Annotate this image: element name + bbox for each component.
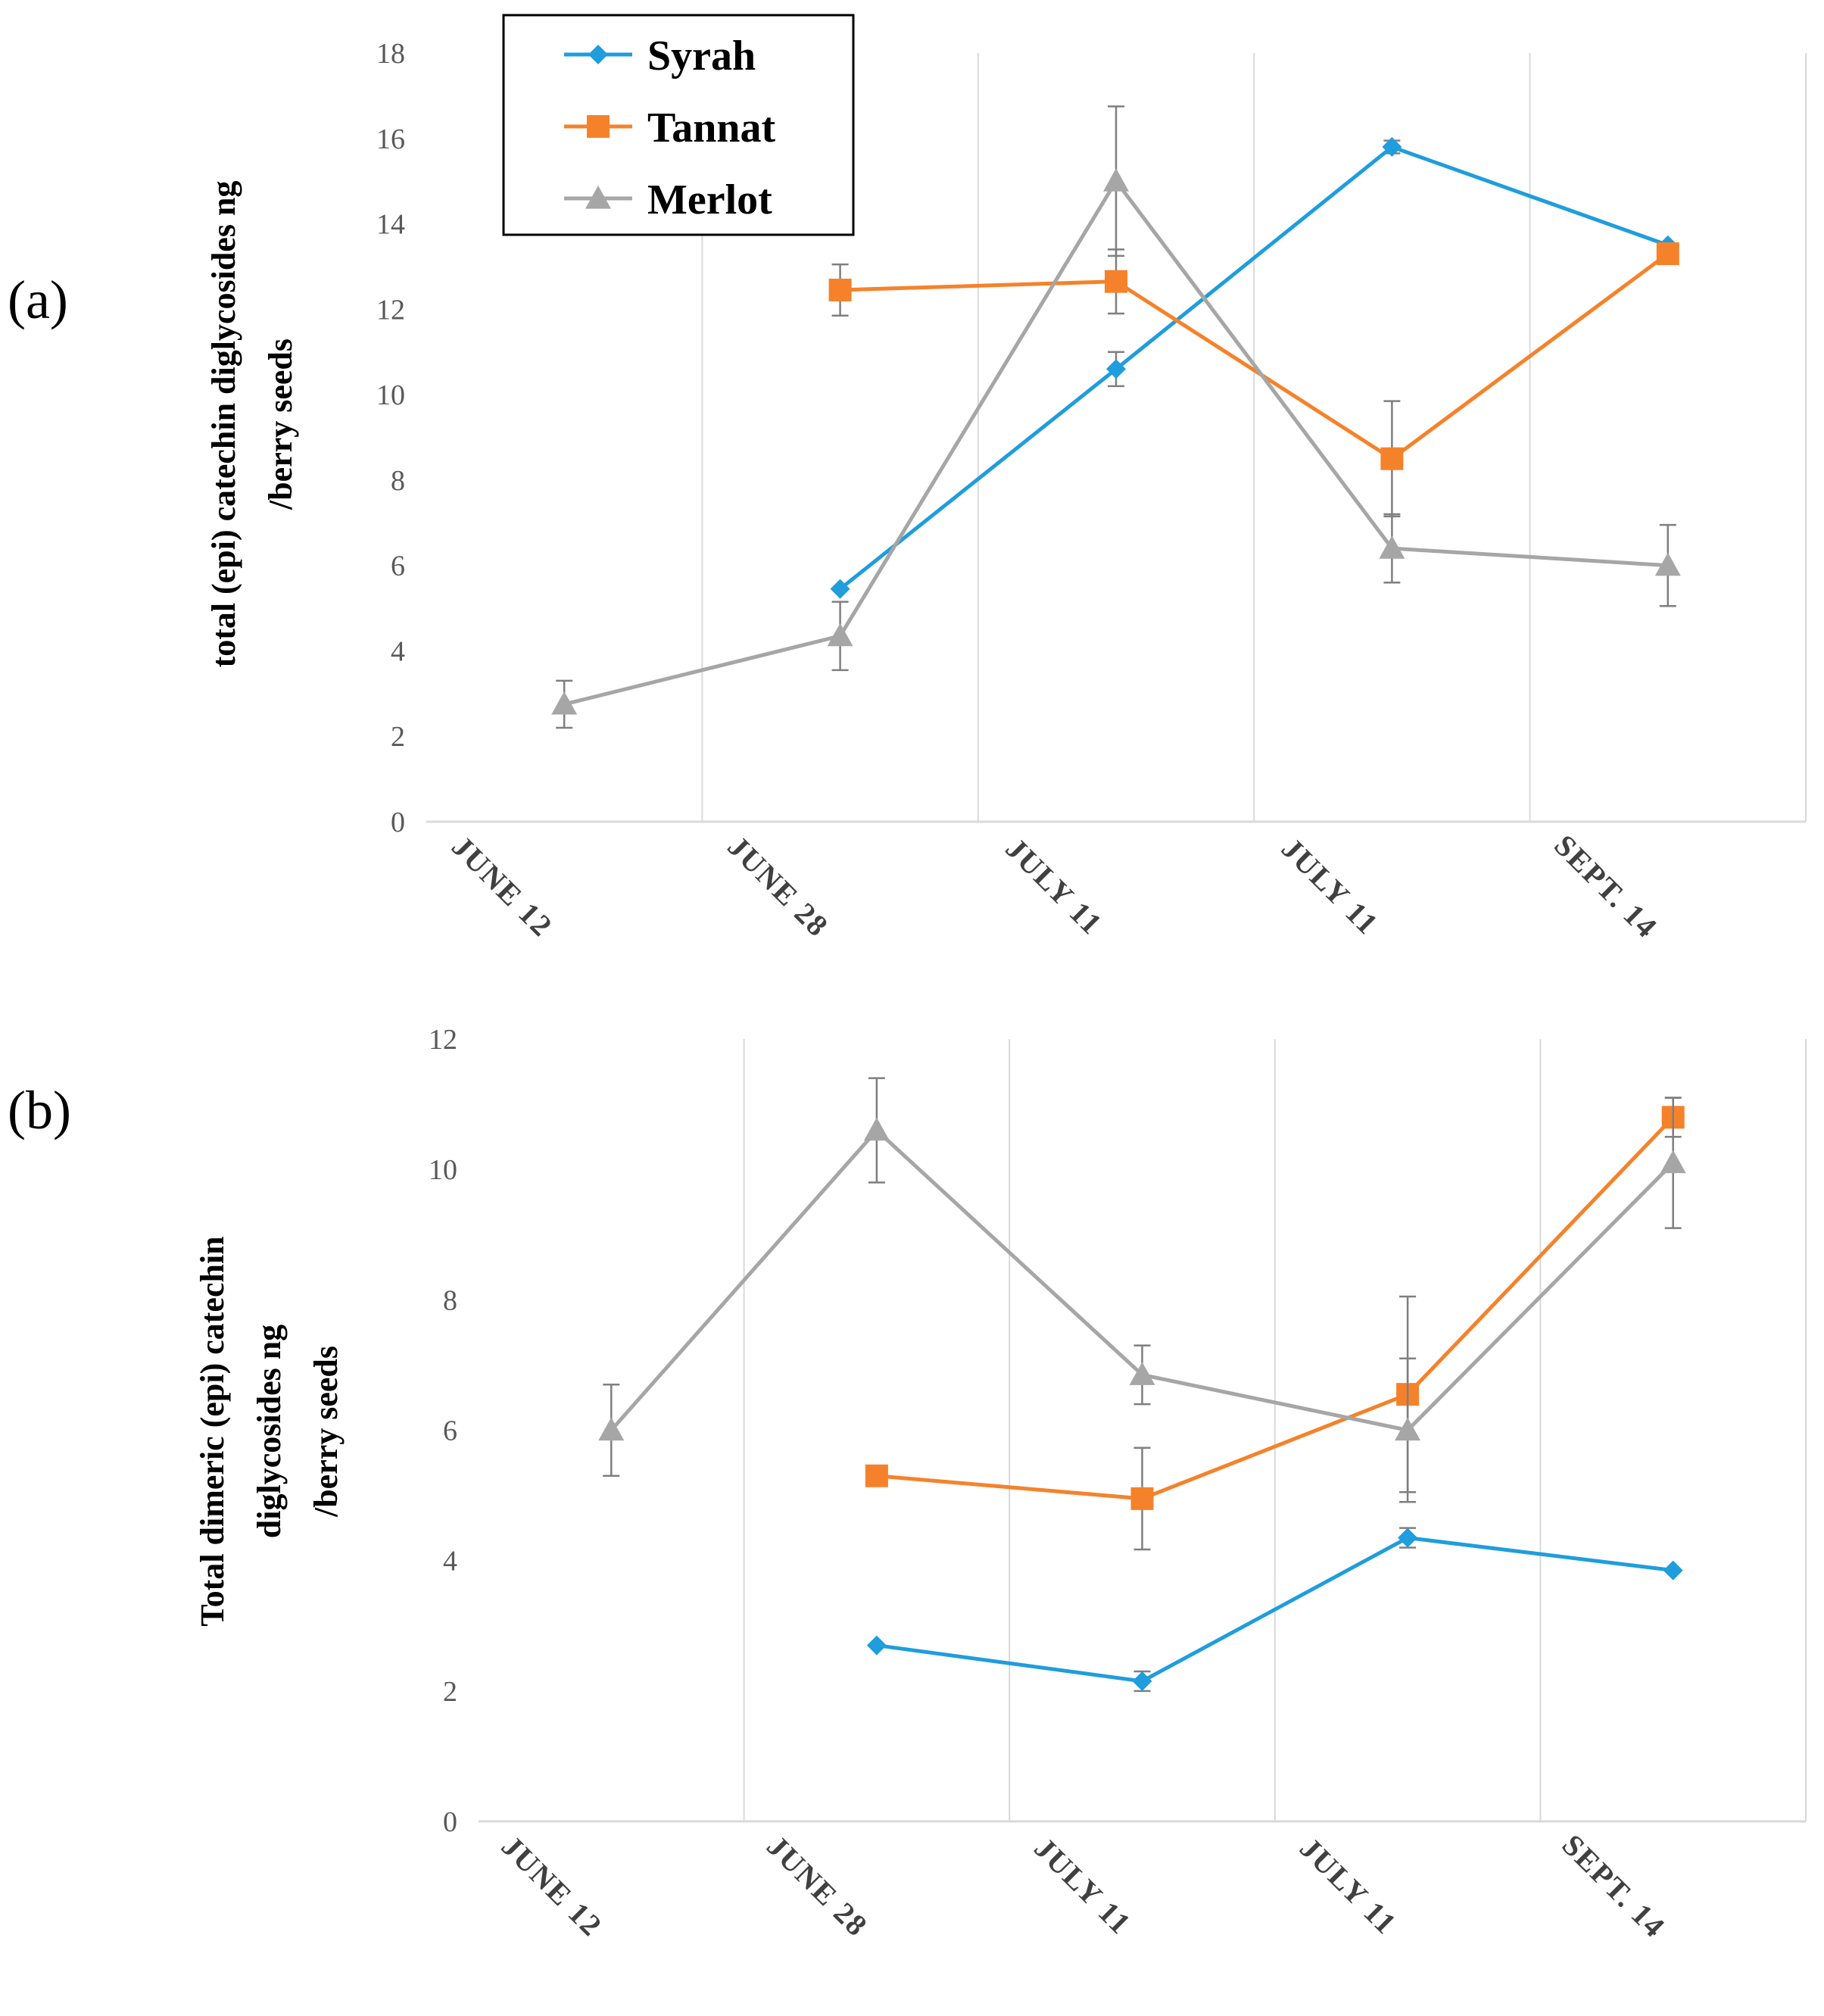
data-point: [1663, 1560, 1683, 1581]
legend-box: [502, 14, 855, 236]
y-tick-label: 0: [443, 1806, 457, 1838]
y-tick-label: 18: [376, 38, 405, 70]
legend-marker: [588, 45, 608, 64]
series-syrah: [866, 1527, 1683, 1693]
x-category-label: SEPT. 14: [1548, 828, 1664, 944]
data-point: [551, 691, 578, 715]
x-category-label: JULY 11: [1275, 832, 1386, 942]
y-tick-label: 4: [391, 635, 405, 667]
y-tick-label: 14: [376, 209, 405, 241]
y-tick-label: 2: [443, 1676, 457, 1708]
y-tick-label: 6: [391, 551, 405, 582]
y-tick-label: 8: [391, 465, 405, 497]
series-merlot: [551, 105, 1681, 729]
legend: Syrah Tannat Merlot: [502, 14, 855, 236]
x-category-label: JULY 11: [1028, 1831, 1139, 1942]
y-axis-label: diglycosides ng: [251, 1325, 288, 1538]
legend-marker: [587, 115, 610, 138]
data-point: [1103, 168, 1129, 192]
data-point: [830, 579, 850, 599]
data-point: [1130, 1487, 1154, 1510]
legend-marker: [585, 186, 611, 209]
data-point: [1379, 535, 1405, 559]
data-point: [1129, 1362, 1155, 1385]
data-point: [866, 1635, 887, 1656]
data-point: [1132, 1671, 1152, 1691]
y-tick-label: 8: [443, 1284, 457, 1316]
x-category-label: JULY 11: [1293, 1831, 1404, 1942]
panel-label: (b): [8, 1080, 71, 1141]
data-point: [1380, 447, 1404, 470]
data-point: [1106, 359, 1126, 379]
series-line: [876, 1116, 1675, 1501]
series-line: [840, 252, 1670, 461]
legend-label: Tannat: [647, 105, 776, 151]
y-axis-label: /berry seeds: [307, 1346, 345, 1518]
y-axis-label: /berry seeds: [262, 339, 299, 510]
legend-label: Merlot: [647, 176, 772, 223]
panel-label: (a): [8, 270, 68, 330]
data-point: [865, 1464, 888, 1487]
x-category-label: JUNE 28: [722, 829, 836, 944]
data-point: [1398, 1528, 1418, 1548]
x-category-label: JUNE 12: [495, 1829, 610, 1943]
x-category-label: JULY 11: [999, 832, 1110, 942]
legend-label: Syrah: [647, 33, 756, 80]
y-tick-label: 10: [376, 379, 405, 411]
series-line: [876, 1536, 1674, 1684]
x-category-label: SEPT. 14: [1555, 1827, 1672, 1944]
data-point: [1660, 1150, 1686, 1174]
y-tick-label: 0: [391, 807, 405, 838]
x-category-label: JUNE 28: [760, 1829, 875, 1943]
data-point: [1654, 552, 1681, 576]
y-axis-label: Total dimeric (epi) catechin: [194, 1236, 231, 1626]
y-tick-label: 12: [429, 1024, 457, 1056]
series-merlot: [598, 1077, 1686, 1503]
data-point: [827, 623, 853, 647]
data-point: [828, 278, 852, 301]
data-point: [1382, 137, 1402, 158]
y-tick-label: 16: [376, 123, 405, 155]
data-point: [1395, 1417, 1421, 1441]
data-point: [1105, 270, 1127, 293]
series-tannat: [828, 242, 1679, 518]
data-point: [598, 1417, 625, 1441]
y-axis-label: total (epi) catechin diglycosides ng: [205, 181, 242, 668]
y-tick-label: 6: [443, 1415, 457, 1447]
y-tick-label: 2: [391, 721, 405, 753]
y-tick-label: 10: [429, 1154, 457, 1186]
x-category-label: JUNE 12: [445, 829, 560, 944]
chart-panel-0: 0 2 4 6 8 10 12 14 16 18 JUNE 12 JUNE 28 JULY 11 JULY…: [8, 14, 1807, 945]
data-point: [1656, 242, 1679, 266]
y-tick-label: 12: [376, 294, 405, 326]
chart-panel-1: 0 2 4 6 8 10 12 JUNE 12 JUNE 28 JULY 11 JULY 11 SEP…: [8, 1024, 1807, 1945]
data-point: [863, 1117, 890, 1141]
y-tick-label: 4: [443, 1546, 457, 1578]
series-line: [839, 145, 1669, 591]
